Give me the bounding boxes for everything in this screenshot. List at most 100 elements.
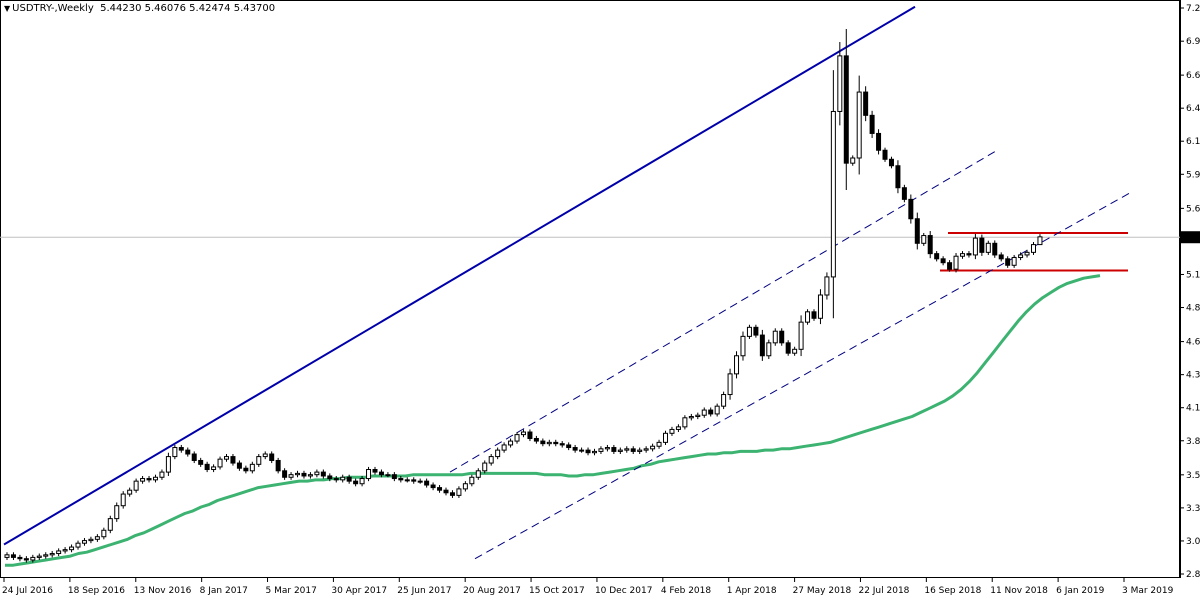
candle-bullish: [359, 478, 365, 485]
candle-bullish: [850, 157, 856, 164]
candle-bearish: [198, 459, 204, 465]
candle-bullish: [714, 405, 720, 415]
price-tick-label: 3.34315: [1186, 504, 1200, 514]
candle-bearish: [869, 114, 875, 134]
candle-bearish: [940, 258, 946, 264]
candle-bullish: [114, 505, 120, 520]
candle-bullish: [107, 518, 113, 531]
candle-bullish: [262, 453, 268, 458]
candle-bullish: [495, 449, 501, 458]
candle-bearish: [353, 480, 359, 485]
candle-bullish: [475, 470, 481, 478]
candle-bullish: [675, 426, 681, 430]
candle-bullish: [972, 237, 978, 256]
candle-bullish: [462, 483, 468, 490]
candle-bearish: [320, 471, 326, 477]
candle-bullish: [482, 462, 488, 472]
candle-bullish: [805, 311, 811, 323]
candle-bullish: [217, 458, 223, 468]
candle-bullish: [721, 394, 727, 407]
channel-line[interactable]: [449, 151, 996, 473]
candle-bearish: [559, 443, 565, 446]
candle-bullish: [366, 469, 372, 480]
candle-bearish: [876, 132, 882, 151]
candle-bearish: [927, 235, 933, 255]
candle-bullish: [508, 440, 514, 446]
trend-line[interactable]: [3, 5, 916, 546]
candle-bullish: [172, 447, 178, 458]
candle-bearish: [443, 489, 449, 494]
price-tick-label: 4.11815: [1186, 404, 1200, 414]
candle-bearish: [759, 334, 765, 357]
candle-bearish: [333, 478, 339, 481]
candle-bullish: [140, 478, 146, 482]
candle-bullish: [501, 444, 507, 451]
price-tick-label: 7.21040: [1186, 4, 1200, 14]
candle-bearish: [411, 479, 417, 482]
candle-bearish: [908, 198, 914, 220]
candle-bullish: [792, 348, 798, 354]
candle-bearish: [527, 431, 533, 439]
time-tick-label: 15 Oct 2017: [529, 586, 585, 596]
price-tick-label: 3.08740: [1186, 537, 1200, 547]
candle-bullish: [101, 529, 107, 538]
price-tick-label: 6.43540: [1186, 104, 1200, 114]
candle-bullish: [1024, 251, 1030, 256]
candle-bearish: [398, 478, 404, 481]
candle-bearish: [843, 55, 849, 164]
candle-bullish: [152, 476, 158, 481]
candle-bearish: [23, 558, 29, 561]
ohlc-readout: 5.44230 5.46076 5.42474 5.43700: [100, 3, 276, 14]
candle-bearish: [372, 469, 378, 473]
candle-bearish: [346, 476, 352, 482]
candle-bearish: [10, 554, 16, 558]
candle-bearish: [779, 330, 785, 344]
candle-bearish: [327, 475, 333, 480]
candle-bullish: [985, 242, 991, 253]
candle-bearish: [269, 453, 275, 461]
candle-bullish: [256, 456, 262, 465]
candle-bullish: [56, 550, 62, 555]
candle-bullish: [604, 447, 610, 450]
candle-bearish: [863, 91, 869, 116]
candle-bullish: [959, 253, 965, 257]
triangle-down-icon[interactable]: ▼: [4, 4, 11, 13]
candle-bullish: [650, 445, 656, 450]
candle-bullish: [734, 355, 740, 375]
time-tick-label: 30 Apr 2017: [331, 586, 387, 596]
candle-bullish: [817, 294, 823, 319]
candle-bearish: [992, 242, 998, 256]
time-tick-label: 16 Sep 2018: [924, 586, 981, 596]
candle-bullish: [688, 416, 694, 419]
time-tick-label: 1 Apr 2018: [727, 586, 777, 596]
candle-bearish: [708, 409, 714, 415]
time-tick-label: 13 Nov 2016: [134, 586, 192, 596]
candle-bullish: [4, 554, 10, 558]
candle-bullish: [772, 330, 778, 344]
candle-bullish: [1037, 236, 1043, 246]
candle-bearish: [301, 472, 307, 477]
price-tick-label: 4.62965: [1186, 338, 1200, 348]
candle-bullish: [30, 556, 36, 561]
candle-bullish: [314, 471, 320, 476]
candle-bullish: [127, 489, 133, 495]
time-tick-label: 10 Dec 2017: [595, 586, 653, 596]
candle-bearish: [282, 470, 288, 478]
candle-bearish: [611, 447, 617, 452]
candle-bullish: [656, 441, 662, 447]
candle-bullish: [288, 474, 294, 478]
candle-bullish: [224, 456, 230, 460]
candle-bullish: [211, 466, 217, 471]
candle-bullish: [307, 474, 313, 477]
time-tick-label: 8 Jan 2017: [200, 586, 248, 596]
candle-bearish: [585, 449, 591, 454]
candle-bullish: [456, 488, 462, 496]
candles: [4, 29, 1043, 563]
candle-bullish: [669, 428, 675, 434]
time-tick-label: 22 Jul 2018: [858, 586, 909, 596]
candle-bearish: [236, 462, 242, 469]
time-tick-label: 6 Jan 2019: [1056, 586, 1104, 596]
candle-bearish: [566, 444, 572, 449]
